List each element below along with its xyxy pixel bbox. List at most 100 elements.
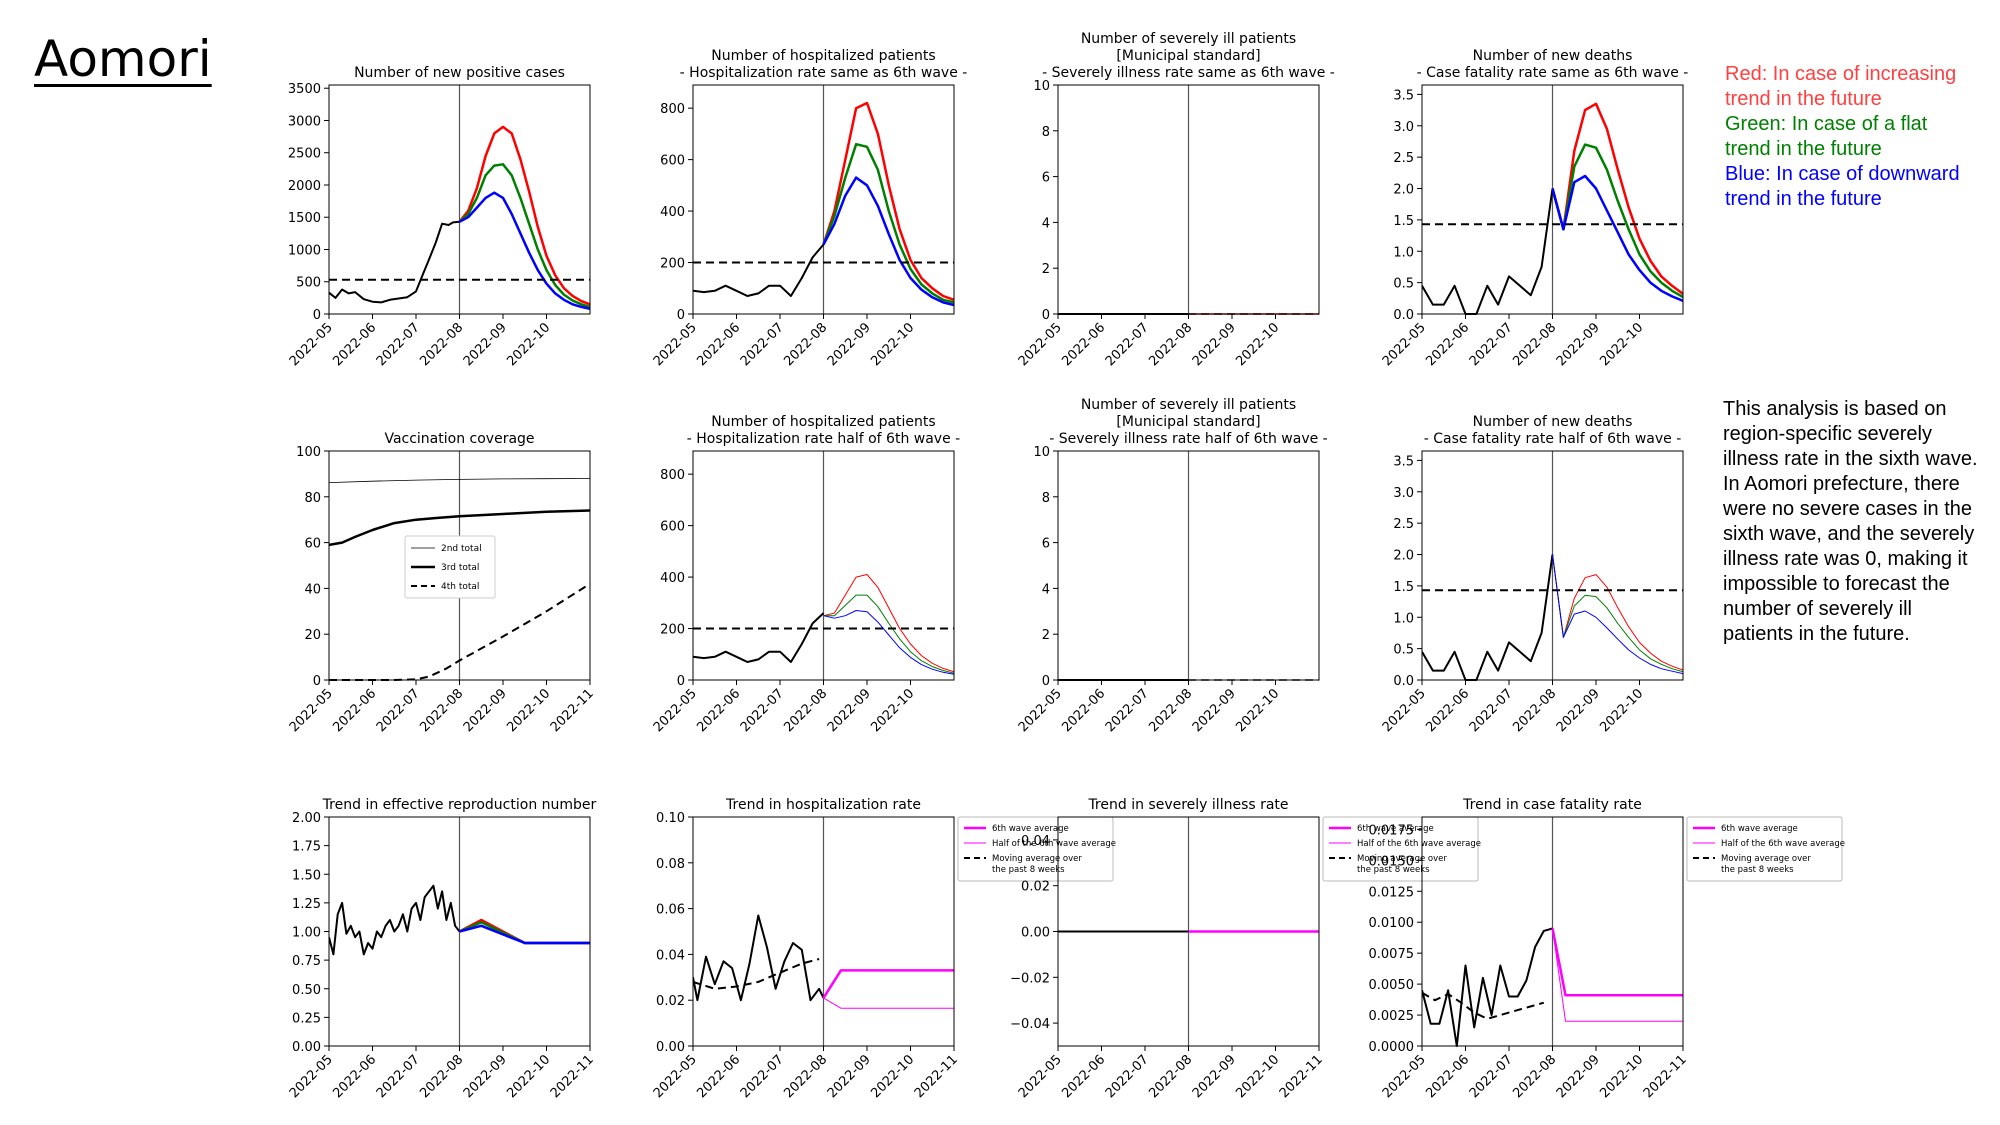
chart-title-line: - Hospitalization rate half of 6th wave …	[687, 431, 960, 447]
y-tick-label: 3000	[288, 114, 321, 129]
x-tick-label: 2022-09	[461, 686, 510, 735]
y-tick-label: 1.75	[292, 840, 321, 855]
chart-title-line: Number of new positive cases	[354, 65, 565, 81]
y-tick-label: 1.0	[1393, 245, 1414, 260]
y-tick-label: 0.0075	[1369, 947, 1415, 962]
chart-legend: 6th wave average Half of the 6th wave ave…	[1322, 816, 1481, 882]
x-tick-label: 2022-06	[1059, 320, 1108, 369]
y-tick-label: 4	[1042, 216, 1050, 231]
y-tick-label: 0.0125	[1369, 885, 1415, 900]
x-tick-label: 2022-07	[374, 686, 423, 735]
y-tick-label: 800	[660, 102, 685, 117]
legend-box	[1686, 816, 1843, 882]
x-tick-label: 2022-09	[1554, 686, 1603, 735]
x-tick-label: 2022-06	[694, 686, 743, 735]
x-tick-label: 2022-09	[461, 320, 510, 369]
series-line	[1552, 554, 1683, 671]
series-line	[1551, 102, 1683, 295]
chart-legend: 6th wave average Half of the 6th wave ave…	[957, 816, 1116, 882]
legend-label: Half of the 6th wave average	[1357, 839, 1481, 849]
x-tick-label: 2022-07	[1467, 320, 1516, 369]
x-tick-label: 2022-11	[1641, 1052, 1690, 1101]
y-tick-label: 2.5	[1393, 517, 1414, 532]
chart-title-line: Trend in hospitalization rate	[725, 797, 921, 813]
x-tick-label: 2022-10	[868, 320, 917, 369]
series-line	[459, 924, 590, 945]
y-tick-label: 1.00	[292, 926, 321, 941]
plot-frame	[692, 450, 955, 681]
x-tick-label: 2022-06	[330, 686, 379, 735]
y-tick-label: 6	[1042, 537, 1050, 552]
y-tick-label: −0.04	[1010, 1017, 1050, 1032]
chart-title-line: - Hospitalization rate same as 6th wave …	[680, 65, 968, 81]
series-line	[1422, 554, 1554, 681]
x-tick-label: 2022-08	[1510, 686, 1559, 735]
analysis-line: impossible to forecast the	[1723, 573, 1950, 595]
legend-label: the past 8 weeks	[1357, 865, 1430, 875]
analysis-line: illness rate was 0, making it	[1723, 548, 1968, 570]
y-tick-label: 8	[1042, 491, 1050, 506]
y-tick-label: 0	[1042, 674, 1050, 689]
x-tick-label: 2022-09	[1190, 686, 1239, 735]
legend-label: 6th wave average	[992, 824, 1069, 834]
x-tick-label: 2022-08	[1146, 320, 1195, 369]
x-tick-label: 2022-09	[1554, 320, 1603, 369]
chart-vaccination: Vaccination coverage0204060801002022-052…	[287, 431, 597, 735]
series-line	[1551, 143, 1683, 299]
y-tick-label: 600	[660, 520, 685, 535]
chart-title-line: Number of new deaths	[1473, 414, 1633, 430]
y-tick-label: 1000	[288, 243, 321, 258]
x-tick-label: 2022-07	[1103, 320, 1152, 369]
series-line	[823, 610, 954, 675]
y-tick-label: 0.08	[656, 857, 685, 872]
series-line	[693, 958, 820, 990]
plot-frame	[1057, 816, 1320, 1047]
x-tick-label: 2022-10	[1597, 320, 1646, 369]
x-tick-label: 2022-08	[417, 1052, 466, 1101]
series-line	[822, 176, 954, 307]
x-tick-label: 2022-05	[287, 320, 336, 369]
x-tick-label: 2022-08	[781, 320, 830, 369]
chart-hospitalized-same: Number of hospitalized patients- Hospita…	[651, 48, 968, 369]
chart-title-line: Number of hospitalized patients	[711, 48, 935, 64]
chart-legend: 2nd total 3rd total 4th total	[404, 535, 496, 599]
analysis-line: illness rate in the sixth wave.	[1723, 448, 1978, 470]
series-line	[1552, 554, 1683, 675]
x-tick-label: 2022-10	[868, 686, 917, 735]
y-tick-label: 3.0	[1393, 120, 1414, 135]
chart-title-line: Number of severely ill patients	[1081, 31, 1296, 47]
y-tick-label: 3.5	[1393, 88, 1414, 103]
x-tick-label: 2022-08	[781, 1052, 830, 1101]
legend-line-green-2: trend in the future	[1725, 138, 1882, 160]
x-tick-label: 2022-11	[548, 1052, 597, 1101]
y-tick-label: 0.0025	[1369, 1009, 1415, 1024]
y-tick-label: 500	[296, 276, 321, 291]
x-tick-label: 2022-10	[504, 320, 553, 369]
plot-area	[1422, 85, 1683, 315]
y-tick-label: 0.0175	[1369, 823, 1415, 838]
y-tick-label: 0.0050	[1369, 978, 1415, 993]
scenario-legend: Red: In case of increasing trend in the …	[1725, 62, 1960, 212]
chart-severe-same: Number of severely ill patients[Municipa…	[1016, 31, 1335, 369]
y-tick-label: 4	[1042, 582, 1050, 597]
chart-title-line: Trend in case fatality rate	[1462, 797, 1642, 813]
y-tick-label: 0.0	[1393, 674, 1414, 689]
x-tick-label: 2022-05	[1380, 1052, 1429, 1101]
plot-frame	[1057, 84, 1320, 315]
plot-area	[1058, 817, 1319, 1046]
plot-area	[1058, 85, 1319, 315]
chart-title-line: Number of severely ill patients	[1081, 397, 1296, 413]
legend-label: Moving average over	[1721, 854, 1811, 864]
x-tick-label: 2022-07	[738, 320, 787, 369]
plot-area	[1422, 451, 1683, 681]
x-tick-label: 2022-06	[1423, 686, 1472, 735]
plot-frame	[692, 816, 955, 1047]
x-tick-label: 2022-07	[1467, 1052, 1516, 1101]
legend-label: 6th wave average	[1357, 824, 1434, 834]
series-line	[1552, 554, 1683, 673]
chart-title-line: - Severely illness rate half of 6th wave…	[1049, 431, 1327, 447]
y-tick-label: 2500	[288, 147, 321, 162]
series-line	[823, 574, 954, 673]
series-line	[329, 478, 590, 483]
plot-frame	[1421, 450, 1684, 681]
